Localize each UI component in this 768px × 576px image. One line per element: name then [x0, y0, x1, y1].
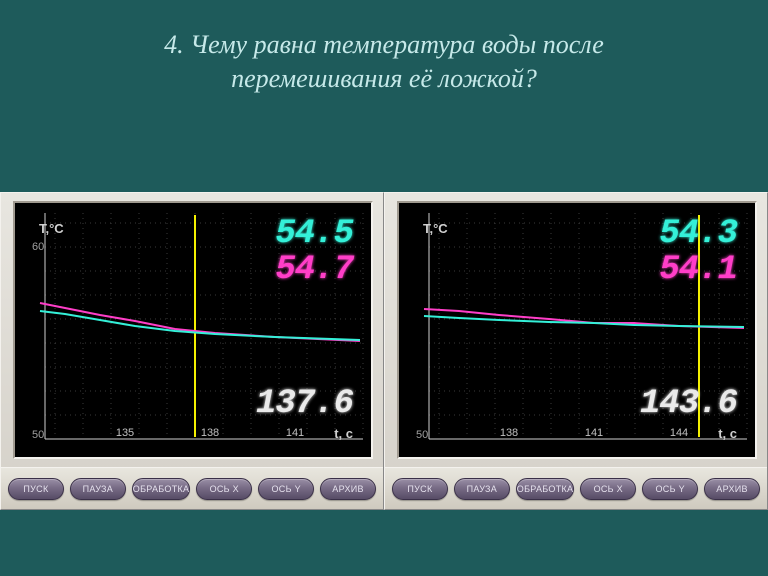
y-tick: 50 — [32, 429, 44, 441]
plot-area: T,°C t, c 50 138 141 144 54.354.1 143.6 — [397, 201, 757, 459]
btn-process[interactable]: ОБРАБОТКА — [516, 478, 575, 500]
panel-2: T,°C t, c 50 138 141 144 54.354.1 143.6 ПУСК ПАУЗ… — [384, 192, 768, 510]
x-tick: 138 — [500, 427, 518, 439]
btn-start[interactable]: ПУСК — [8, 478, 64, 500]
btn-axis-y[interactable]: ОСЬ Y — [642, 478, 698, 500]
btn-start[interactable]: ПУСК — [392, 478, 448, 500]
btn-pause[interactable]: ПАУЗА — [70, 478, 126, 500]
x-tick: 135 — [116, 427, 134, 439]
panel-1: T,°C t, c 60 50 135 138 141 54.554.7 137.6 ПУСК ПА… — [0, 192, 384, 510]
question-title: 4. Чему равна температура воды после пер… — [34, 28, 734, 96]
title-line-1: 4. Чему равна температура воды после — [164, 30, 604, 59]
btn-archive[interactable]: АРХИВ — [320, 478, 376, 500]
readout-temp-magenta: 54.1 — [659, 251, 737, 289]
y-tick: 50 — [416, 429, 428, 441]
chart-panels: T,°C t, c 60 50 135 138 141 54.554.7 137.6 ПУСК ПА… — [0, 192, 768, 510]
y-axis-label: T,°C — [423, 221, 448, 236]
button-bar: ПУСК ПАУЗА ОБРАБОТКАОСЬ X ОСЬ Y АРХИВ — [385, 467, 767, 509]
readout-temp-cyan: 54.3 — [659, 215, 737, 253]
readout-temp-magenta: 54.7 — [275, 251, 353, 289]
plot-area: T,°C t, c 60 50 135 138 141 54.554.7 137.6 — [13, 201, 373, 459]
btn-axis-y[interactable]: ОСЬ Y — [258, 478, 314, 500]
btn-axis-x[interactable]: ОСЬ X — [580, 478, 636, 500]
x-tick: 141 — [286, 427, 304, 439]
btn-archive[interactable]: АРХИВ — [704, 478, 760, 500]
x-tick: 138 — [201, 427, 219, 439]
readout-time: 143.6 — [640, 385, 737, 423]
btn-process[interactable]: ОБРАБОТКА — [132, 478, 191, 500]
y-axis-label: T,°C — [39, 221, 64, 236]
readout-temp-cyan: 54.5 — [275, 215, 353, 253]
y-tick: 60 — [32, 241, 44, 253]
x-tick: 141 — [585, 427, 603, 439]
readout-time: 137.6 — [256, 385, 353, 423]
button-bar: ПУСК ПАУЗА ОБРАБОТКАОСЬ X ОСЬ Y АРХИВ — [1, 467, 383, 509]
btn-axis-x[interactable]: ОСЬ X — [196, 478, 252, 500]
btn-pause[interactable]: ПАУЗА — [454, 478, 510, 500]
x-axis-label: t, c — [334, 426, 353, 441]
x-axis-label: t, c — [718, 426, 737, 441]
title-line-2: перемешивания её ложкой? — [231, 64, 537, 93]
x-tick: 144 — [670, 427, 688, 439]
